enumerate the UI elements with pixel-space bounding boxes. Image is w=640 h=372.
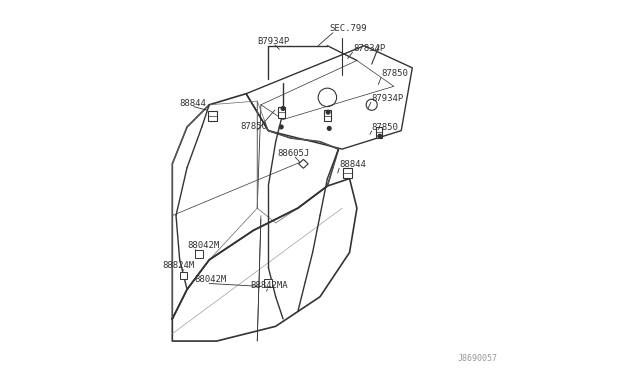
- Text: 88042M: 88042M: [195, 275, 227, 284]
- Circle shape: [280, 125, 283, 129]
- Bar: [209, 111, 218, 121]
- Text: 88824M: 88824M: [162, 261, 194, 270]
- Text: 87850: 87850: [241, 122, 268, 131]
- Circle shape: [378, 134, 381, 138]
- Circle shape: [281, 107, 285, 110]
- Bar: [324, 110, 331, 121]
- Text: J8690057: J8690057: [457, 354, 497, 363]
- Text: B8842MA: B8842MA: [250, 280, 287, 289]
- Text: 88042M: 88042M: [188, 241, 220, 250]
- Bar: [195, 250, 203, 258]
- Text: SEC.799: SEC.799: [329, 24, 367, 33]
- Circle shape: [328, 126, 331, 130]
- Polygon shape: [299, 160, 308, 168]
- Text: B7934P: B7934P: [257, 37, 289, 46]
- Circle shape: [326, 110, 330, 114]
- Bar: [343, 168, 352, 178]
- Bar: [264, 279, 273, 287]
- Bar: [376, 126, 382, 138]
- Bar: [180, 272, 187, 279]
- Text: 87934P: 87934P: [372, 94, 404, 103]
- Text: 88844: 88844: [179, 99, 206, 108]
- Text: 88844: 88844: [339, 160, 366, 169]
- Text: 87850: 87850: [372, 123, 399, 132]
- Text: 87850: 87850: [381, 69, 408, 78]
- Text: 88605J: 88605J: [278, 149, 310, 158]
- Text: 87834P: 87834P: [353, 44, 385, 53]
- Bar: [278, 107, 285, 118]
